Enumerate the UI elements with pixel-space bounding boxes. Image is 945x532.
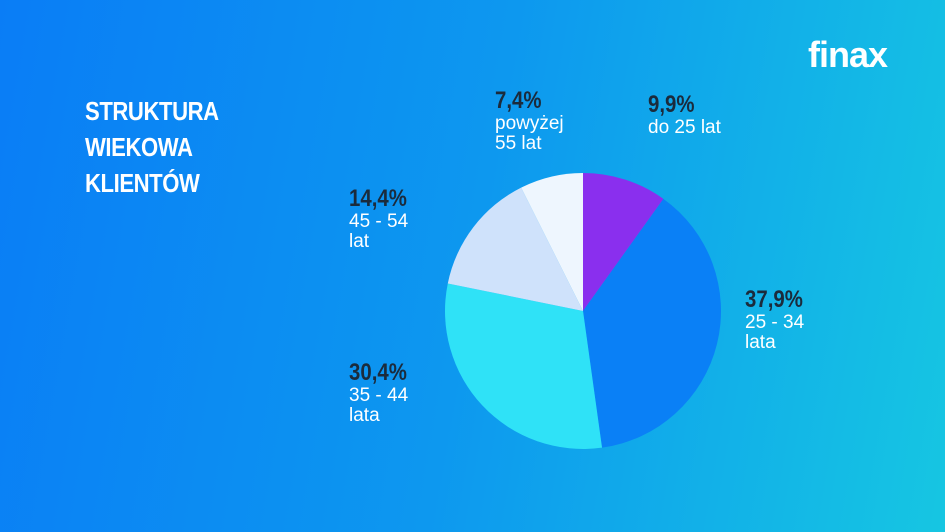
category-label: 35 - 44 lata xyxy=(349,385,409,426)
slice-label: 7,4% powyżej 55 lat xyxy=(495,88,575,154)
pie-slice xyxy=(447,187,583,311)
pie-slice xyxy=(521,173,583,311)
value-label: 37,9% xyxy=(745,286,803,313)
pie-slice xyxy=(583,198,722,448)
slice-label: 37,9% 25 - 34 lata xyxy=(745,287,825,353)
pie-slice xyxy=(583,173,664,311)
logo: finax xyxy=(808,34,888,75)
slice-label: 14,4% 45 - 54 lat xyxy=(349,186,429,252)
value-label: 7,4% xyxy=(495,87,542,114)
pie-slice xyxy=(445,283,603,450)
category-label: powyżej 55 lat xyxy=(495,113,564,154)
value-label: 9,9% xyxy=(648,91,695,118)
value-label: 30,4% xyxy=(349,359,407,386)
slice-label: 9,9% do 25 lat xyxy=(648,92,728,138)
chart-title: STRUKTURA WIEKOWA KLIENTÓW xyxy=(85,96,218,198)
category-label: 45 - 54 lat xyxy=(349,211,409,252)
category-label: 25 - 34 lata xyxy=(745,312,805,353)
value-label: 14,4% xyxy=(349,185,407,212)
slice-label: 30,4% 35 - 44 lata xyxy=(349,360,429,426)
category-label: do 25 lat xyxy=(648,117,721,138)
